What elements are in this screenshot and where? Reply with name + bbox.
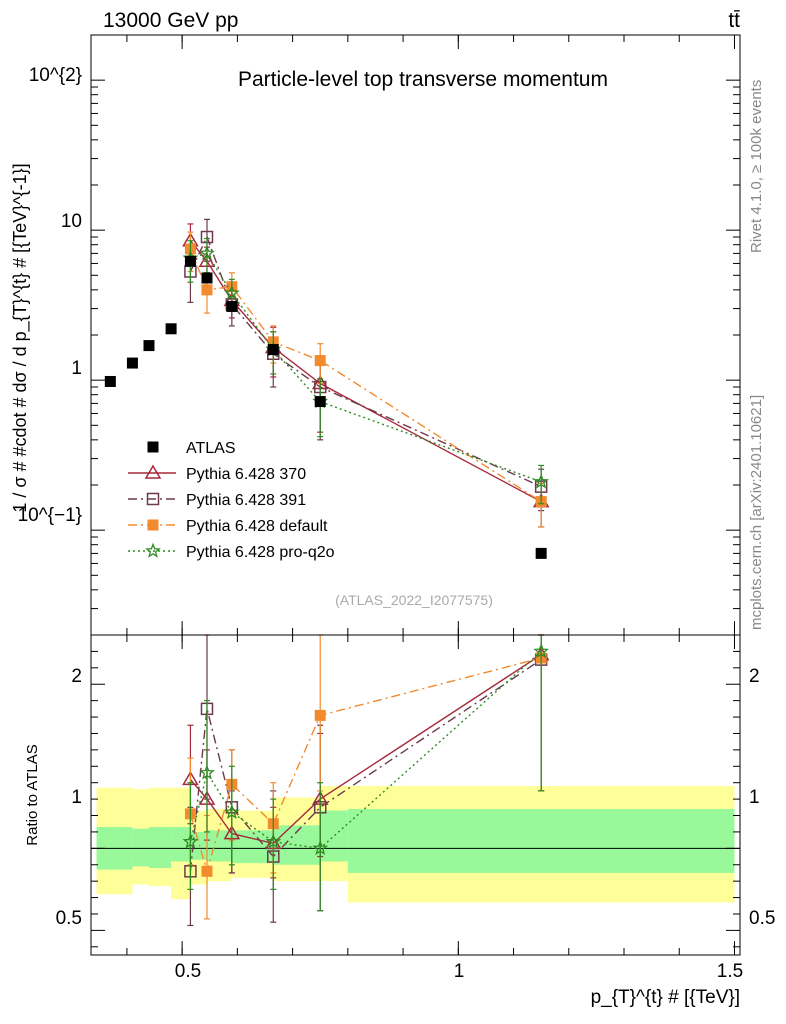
legend-label: ATLAS [186, 440, 236, 457]
ratio-data-point [223, 803, 240, 819]
main-data-point [201, 284, 213, 296]
main-data-point [201, 272, 213, 284]
main-data-point [224, 284, 240, 300]
legend-entry-0: ATLAS [147, 440, 236, 457]
main-data-point [126, 357, 138, 369]
ratio-ytick-label-1: 1 [71, 787, 82, 808]
legend-marker [144, 464, 162, 479]
main-ytick-label-2: 10 [61, 211, 82, 232]
main-ytick-label-0: 10^{−1} [18, 505, 82, 526]
legend: ATLAS Pythia 6.428 370 Pythia 6.428 391 Pyt… [128, 440, 335, 561]
main-data-point [143, 340, 155, 352]
ratio-ytick-label-right-1: 1 [749, 787, 760, 808]
legend-marker [147, 519, 159, 531]
legend-entry-1: Pythia 6.428 370 [128, 464, 306, 483]
ratio-series-3 [182, 634, 549, 912]
source-label: mcplots.cern.ch [arXiv:2401.10621] [748, 395, 765, 630]
main-series-line [190, 252, 542, 483]
legend-label: Pythia 6.428 391 [186, 492, 306, 509]
xtick-label-0: 0.5 [175, 961, 201, 982]
legend-label: Pythia 6.428 pro-q2o [186, 544, 335, 561]
main-data-point [533, 473, 550, 489]
analysis-annotation: (ATLAS_2022_I2077575) [335, 592, 493, 608]
main-data-point [104, 375, 116, 387]
ratio-data-layer [182, 634, 550, 927]
ratio-data-point [182, 833, 199, 849]
main-ytick-label-1: 1 [71, 358, 82, 379]
main-data-point [267, 344, 279, 356]
main-data-point [226, 300, 238, 312]
main-series-4 [182, 237, 550, 505]
x-axis-label: p_{T}^{t} # [{TeV}] [591, 987, 740, 1008]
ratio-axis-ticks [91, 635, 740, 955]
main-series-line [189, 240, 542, 503]
ratio-series-line [189, 650, 542, 850]
legend-marker [145, 542, 161, 558]
legend-entry-4: Pythia 6.428 pro-q2o [128, 542, 335, 561]
ratio-frame [90, 634, 741, 956]
main-data-layer [104, 218, 550, 559]
main-data-point [165, 323, 177, 335]
ratio-ytick-label-2: 2 [71, 666, 82, 687]
stat-band [190, 831, 207, 860]
legend-label: Pythia 6.428 370 [186, 466, 306, 483]
main-series-line [189, 248, 542, 503]
main-ytick-label-3: 10^{2} [29, 65, 82, 86]
ratio-bands [96, 785, 735, 903]
legend-marker [146, 492, 160, 506]
ratio-ytick-label-right-2: 2 [749, 666, 760, 687]
legend-label: Pythia 6.428 default [186, 518, 328, 535]
stat-band [347, 808, 735, 873]
stat-band [320, 810, 348, 862]
ratio-data-point [312, 839, 329, 856]
stat-band [148, 827, 172, 869]
ratio-data-point [314, 709, 326, 721]
legend-entry-2: Pythia 6.428 391 [128, 492, 306, 509]
main-panel: Particle-level top transverse momentum (… [10, 34, 741, 636]
process-label: tt̄ [728, 9, 740, 32]
main-series-line [189, 235, 542, 488]
ratio-ytick-label-0: 0.5 [56, 908, 82, 929]
stat-band [132, 828, 149, 867]
main-y-axis-label: 1 / σ # #cdot # dσ / d p_{T}^{t} # [{TeV… [10, 163, 31, 512]
ratio-data-point [199, 764, 215, 780]
xtick-label-1: 1 [454, 961, 465, 982]
legend-marker [147, 441, 159, 453]
ratio-series-line [189, 659, 542, 872]
ratio-panel: 0.5 1 2 0.5 1 2 0.5 1 1.5 Ratio to ATLAS… [24, 634, 775, 1008]
ratio-series-line [189, 657, 542, 874]
main-title: Particle-level top transverse momentum [238, 68, 608, 91]
main-data-point [199, 245, 215, 261]
main-data-point [184, 255, 196, 267]
ratio-data-point [265, 833, 282, 849]
main-data-point [535, 547, 547, 559]
legend-entry-3: Pythia 6.428 default [128, 518, 328, 535]
ratio-data-point [533, 643, 549, 659]
energy-label: 13000 GeV pp [103, 9, 238, 32]
ratio-y-axis-label: Ratio to ATLAS [24, 744, 41, 845]
main-series-0 [104, 255, 547, 559]
main-axis-ticks [91, 34, 740, 636]
main-data-point [314, 355, 326, 367]
stat-band [206, 830, 232, 862]
ratio-data-point [201, 865, 213, 877]
ratio-ytick-label-right-0: 0.5 [749, 908, 775, 929]
stat-band [171, 827, 191, 862]
rivet-version-label: Rivet 4.1.0, ≥ 100k events [748, 80, 765, 253]
xtick-label-2: 1.5 [717, 961, 743, 982]
main-data-point [314, 396, 326, 408]
